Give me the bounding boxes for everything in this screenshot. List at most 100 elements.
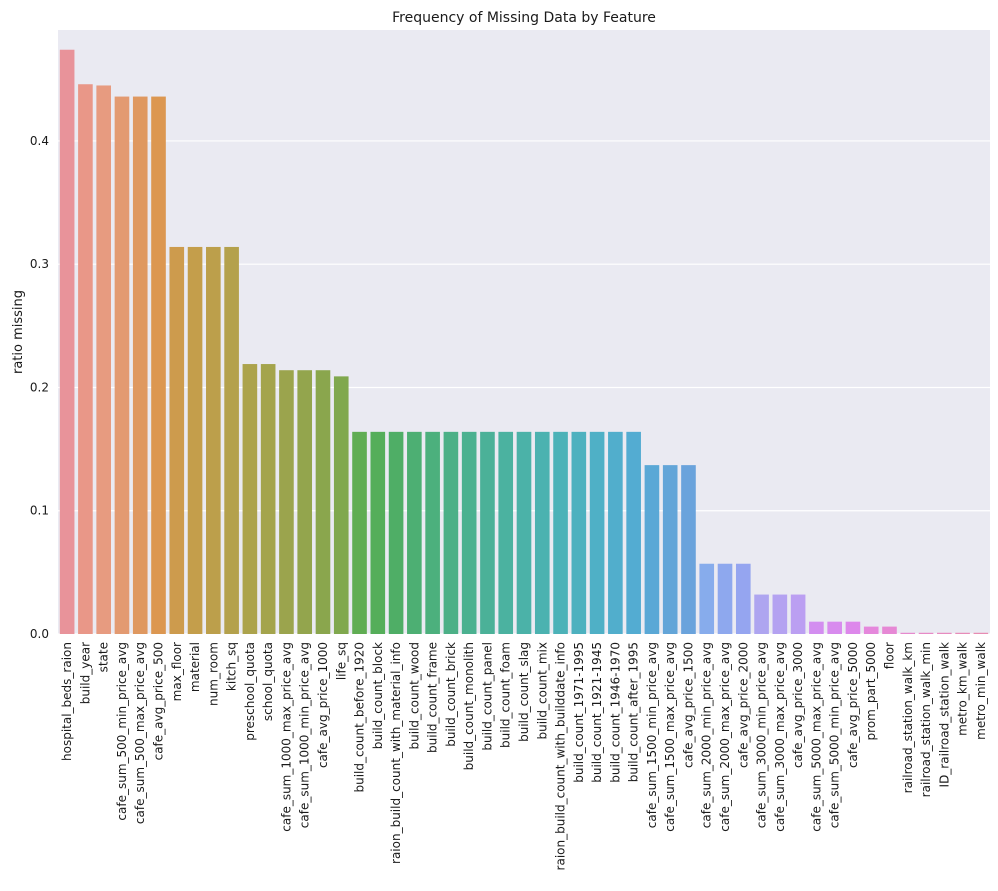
bar-build_count_1921-1945	[589, 431, 605, 634]
bar-cafe_avg_price_3000	[790, 594, 806, 634]
bar-build_count_1946-1970	[608, 431, 623, 634]
y-tick-label: 0.1	[30, 504, 49, 518]
bar-metro_min_walk	[973, 632, 989, 634]
x-tick-label: cafe_avg_price_3000	[791, 642, 805, 768]
x-tick-label: material	[188, 642, 202, 692]
bar-life_sq	[333, 376, 349, 634]
bar-build_count_frame	[425, 431, 440, 634]
x-tick-label: raion_build_count_with_material_info	[389, 642, 403, 864]
y-tick-labels: 0.0 0.1 0.2 0.3 0.4	[30, 134, 49, 641]
x-tick-label: build_count_frame	[426, 642, 440, 753]
bar-build_count_brick	[443, 431, 459, 634]
y-tick-label: 0.0	[30, 627, 49, 641]
y-axis-label: ratio missing	[11, 290, 26, 374]
x-tick-label: build_count_after_1995	[627, 642, 641, 782]
x-tick-label: build_count_brick	[444, 642, 458, 747]
x-tick-label: build_count_panel	[480, 642, 494, 751]
x-tick-label: cafe_sum_1500_min_price_avg	[645, 642, 659, 828]
y-tick-label: 0.4	[30, 134, 49, 148]
x-tick-label: cafe_avg_price_1500	[681, 642, 695, 768]
bar-ID_railroad_station_walk	[937, 632, 952, 634]
bar-build_count_panel	[480, 431, 495, 634]
x-tick-label: build_count_monolith	[462, 642, 476, 770]
bar-cafe_sum_500_max_price_avg	[132, 96, 148, 635]
bar-metro_km_walk	[955, 632, 970, 634]
x-tick-label: build_count_1971-1995	[572, 642, 586, 783]
x-tick-label: cafe_sum_3000_max_price_avg	[773, 642, 787, 832]
bar-floor	[882, 626, 897, 634]
x-tick-label: max_floor	[170, 642, 184, 701]
x-tick-label: state	[97, 642, 111, 672]
x-tick-label: preschool_quota	[243, 642, 257, 741]
bar-cafe_avg_price_2000	[735, 563, 751, 634]
x-tick-label: cafe_avg_price_1000	[316, 642, 330, 768]
bar-max_floor	[169, 246, 185, 634]
bar-cafe_sum_1000_min_price_avg	[297, 370, 313, 634]
bar-cafe_sum_1500_min_price_avg	[644, 465, 660, 634]
x-tick-label: cafe_sum_2000_max_price_avg	[718, 642, 732, 832]
bar-school_quota	[260, 364, 276, 634]
x-tick-label: cafe_sum_5000_min_price_avg	[828, 642, 842, 828]
x-tick-label: build_count_before_1920	[353, 642, 367, 793]
bar-hospital_beds_raion	[59, 49, 75, 634]
x-tick-label: build_year	[78, 642, 92, 704]
x-tick-label: build_count_mix	[535, 642, 549, 740]
bar-cafe_sum_2000_max_price_avg	[717, 563, 733, 634]
bar-cafe_sum_500_min_price_avg	[114, 96, 130, 635]
x-tick-label: build_count_1921-1945	[590, 642, 604, 783]
bar-build_count_foam	[498, 431, 514, 634]
bar-cafe_sum_5000_max_price_avg	[809, 621, 824, 634]
x-tick-label: cafe_sum_1000_min_price_avg	[298, 642, 312, 828]
x-tick-label: cafe_sum_500_max_price_avg	[133, 642, 147, 824]
x-tick-label: cafe_sum_3000_min_price_avg	[755, 642, 769, 828]
bar-cafe_avg_price_1000	[315, 370, 331, 634]
bar-build_count_mix	[534, 431, 550, 634]
x-tick-label: build_count_foam	[499, 642, 513, 748]
x-tick-label: railroad_station_walk_km	[901, 642, 915, 793]
bar-build_count_before_1920	[352, 431, 367, 634]
x-tick-label: kitch_sq	[225, 642, 239, 691]
bar-preschool_quota	[242, 364, 258, 634]
bar-prom_part_5000	[863, 626, 879, 634]
bar-raion_build_count_with_builddate_info	[553, 431, 568, 634]
bar-raion_build_count_with_material_info	[388, 431, 404, 634]
x-tick-label: railroad_station_walk_min	[919, 642, 933, 797]
x-tick-label: build_count_slag	[517, 642, 531, 742]
bar-build_count_block	[370, 431, 386, 634]
x-tick-labels: hospital_beds_raion build_year state cafe_s…	[60, 642, 988, 871]
x-tick-label: cafe_sum_500_min_price_avg	[115, 642, 129, 821]
x-tick-label: build_count_1946-1970	[608, 642, 622, 783]
x-tick-label: ID_railroad_station_walk	[937, 642, 951, 788]
chart-title: Frequency of Missing Data by Feature	[392, 10, 656, 26]
bar-num_room	[206, 246, 221, 634]
x-tick-label: cafe_avg_price_500	[152, 642, 166, 760]
x-tick-label: metro_min_walk	[974, 642, 988, 740]
bar-build_year	[78, 84, 93, 634]
bar-build_count_1971-1995	[571, 431, 587, 634]
x-tick-label: cafe_sum_2000_min_price_avg	[700, 642, 714, 828]
x-tick-label: metro_km_walk	[956, 642, 970, 736]
x-tick-label: life_sq	[334, 642, 348, 680]
bar-cafe_avg_price_1500	[681, 465, 696, 634]
y-tick-label: 0.2	[30, 380, 49, 394]
bar-cafe_avg_price_500	[151, 96, 166, 635]
bar-build_count_wood	[407, 431, 422, 634]
bar-state	[96, 85, 111, 635]
x-tick-label: floor	[882, 642, 896, 669]
x-tick-label: school_quota	[261, 642, 275, 721]
bar-material	[187, 246, 203, 634]
bar-cafe_sum_2000_min_price_avg	[699, 563, 715, 634]
bar-build_count_after_1995	[626, 431, 641, 634]
bar-cafe_sum_3000_min_price_avg	[754, 594, 769, 634]
x-tick-label: cafe_sum_1000_max_price_avg	[279, 642, 293, 832]
bar-railroad_station_walk_km	[900, 632, 916, 634]
x-tick-label: build_count_block	[371, 642, 385, 749]
bar-cafe_sum_1000_max_price_avg	[279, 370, 294, 634]
x-tick-label: num_room	[206, 642, 220, 706]
x-tick-label: cafe_sum_1500_max_price_avg	[663, 642, 677, 832]
bars	[59, 49, 989, 635]
x-tick-label: cafe_avg_price_5000	[846, 642, 860, 768]
x-tick-label: raion_build_count_with_builddate_info	[554, 642, 568, 870]
bar-cafe_sum_3000_max_price_avg	[772, 594, 788, 634]
